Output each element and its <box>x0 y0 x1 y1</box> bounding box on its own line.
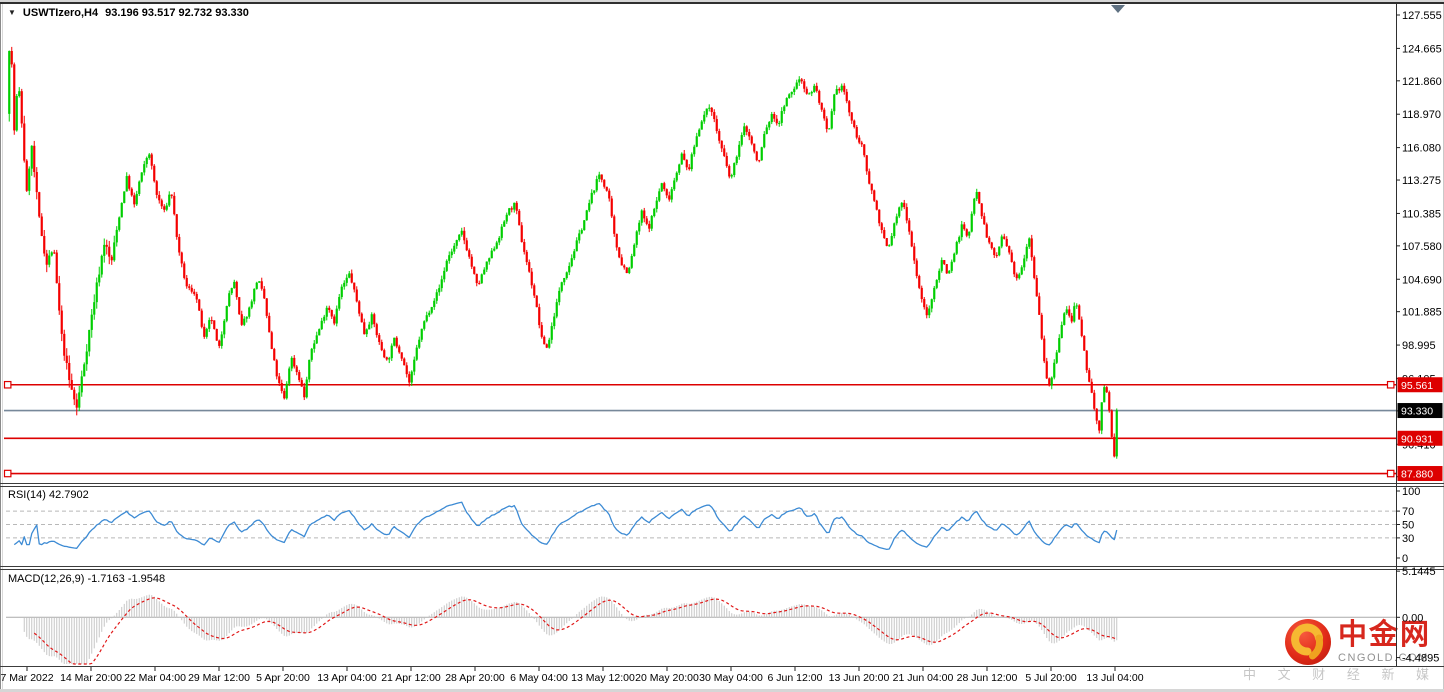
rsi-tick-label: 30 <box>1402 533 1414 545</box>
rsi-tick-label: 100 <box>1402 486 1420 498</box>
time-axis-label: 20 May 20:00 <box>635 672 699 684</box>
svg-text:87.880: 87.880 <box>1401 469 1433 481</box>
panel-separator[interactable] <box>0 566 1444 567</box>
macd-tick-label: -4.4895 <box>1402 653 1439 665</box>
macd-indicator-label: MACD(12,26,9) -1.7163 -1.9548 <box>8 573 166 585</box>
hline-handle[interactable] <box>1386 380 1395 389</box>
price-tick-label: 101.885 <box>1402 307 1442 319</box>
symbol-dropdown-icon[interactable]: ▼ <box>8 8 16 17</box>
time-axis-label: 21 Jun 04:00 <box>893 672 954 684</box>
time-axis-label: 13 Apr 04:00 <box>317 672 377 684</box>
panel-separator[interactable] <box>0 569 1444 570</box>
watermark-tagline: 中 文 财 经 新 媒 体 <box>1243 667 1444 682</box>
panel-separator[interactable] <box>0 486 1444 487</box>
ohlc-values: 93.196 93.517 92.732 93.330 <box>105 7 249 19</box>
price-tick-label: 110.385 <box>1402 208 1441 220</box>
symbol-timeframe: USWTIzero,H4 <box>22 7 99 19</box>
time-axis-label: 14 Mar 20:00 <box>60 672 122 684</box>
svg-text:95.561: 95.561 <box>1401 380 1433 392</box>
time-axis-label: 28 Apr 20:00 <box>445 672 505 684</box>
price-tick-label: 98.995 <box>1402 340 1436 352</box>
hline-handle[interactable] <box>3 469 12 478</box>
price-axis[interactable] <box>1397 5 1443 666</box>
time-axis[interactable] <box>0 667 1396 688</box>
rsi-tick-label: 0 <box>1402 553 1408 565</box>
svg-text:90.931: 90.931 <box>1401 433 1433 445</box>
price-tick-label: 104.690 <box>1402 274 1442 286</box>
hline-price-badge <box>1397 466 1443 482</box>
time-axis-label: 30 May 04:00 <box>699 672 763 684</box>
price-tick-label: 121.860 <box>1402 76 1442 88</box>
hline-price-badge <box>1397 430 1443 446</box>
hline-price-badge <box>1397 377 1443 393</box>
time-axis-label: 5 Apr 20:00 <box>256 672 310 684</box>
rsi-line <box>13 501 1118 551</box>
time-axis-label: 5 Jul 20:00 <box>1025 672 1077 684</box>
candlestick-series[interactable] <box>8 46 1118 459</box>
time-axis-label: 21 Apr 12:00 <box>381 672 441 684</box>
time-axis-label: 29 Mar 12:00 <box>188 672 250 684</box>
current-price-badge <box>1397 403 1443 419</box>
macd-histogram <box>23 594 1118 664</box>
macd-tick-label: 5.1445 <box>1402 566 1436 578</box>
watermark-brand: 中金网 <box>1338 619 1432 651</box>
price-tick-label: 127.555 <box>1402 10 1442 22</box>
time-axis-label: 13 May 12:00 <box>571 672 635 684</box>
cngold-logo-icon <box>1285 619 1331 665</box>
time-axis-label: 7 Mar 2022 <box>0 672 53 684</box>
time-axis-label: 13 Jul 04:00 <box>1086 672 1143 684</box>
scroll-position-marker-icon <box>1111 5 1125 13</box>
hline-handle[interactable] <box>3 380 12 389</box>
time-axis-label: 6 Jun 12:00 <box>768 672 823 684</box>
frame-top <box>0 0 1444 2</box>
rsi-tick-label: 50 <box>1402 520 1414 532</box>
panel-separator[interactable] <box>0 483 1444 484</box>
time-axis-label: 22 Mar 04:00 <box>124 672 186 684</box>
watermark-domain: CNGOLD.COM <box>1338 652 1429 665</box>
price-tick-label: 116.080 <box>1402 143 1441 155</box>
chart-title: ▼ USWTIzero,H4 93.196 93.517 92.732 93.3… <box>8 7 249 19</box>
svg-text:93.330: 93.330 <box>1401 406 1433 418</box>
macd-tick-label: 0.00 <box>1402 612 1423 624</box>
time-axis-label: 13 Jun 20:00 <box>829 672 890 684</box>
price-tick-label: 118.970 <box>1402 109 1441 121</box>
watermark: 中金网 CNGOLD.COM <box>1284 606 1431 666</box>
price-tick-label: 124.665 <box>1402 43 1442 55</box>
hline-handle[interactable] <box>1386 469 1395 478</box>
rsi-indicator-label: RSI(14) 42.7902 <box>8 489 89 501</box>
price-axis-spine <box>1396 4 1397 666</box>
time-axis-label: 28 Jun 12:00 <box>957 672 1018 684</box>
time-axis-label: 6 May 04:00 <box>510 672 568 684</box>
rsi-tick-label: 70 <box>1402 506 1414 518</box>
price-tick-label: 107.580 <box>1402 241 1442 253</box>
price-tick-label: 113.275 <box>1402 175 1441 187</box>
